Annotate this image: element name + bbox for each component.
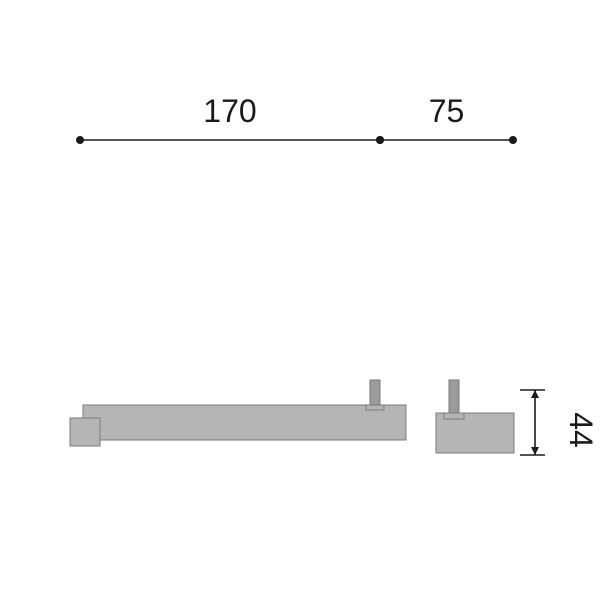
dim-v-label: 44 <box>563 412 599 448</box>
dim-h-dot-1-b <box>509 136 517 144</box>
part-a-pin-joint <box>366 405 384 410</box>
dim-h-dot-1-a <box>376 136 384 144</box>
dim-h-label-1: 75 <box>429 93 465 129</box>
dim-h-dot-0-a <box>76 136 84 144</box>
part-a-pin <box>370 380 380 405</box>
part-b-pin-joint <box>444 413 464 419</box>
dim-h-label-0: 170 <box>203 93 256 129</box>
dim-v-arrow-bot <box>531 447 539 455</box>
dim-v-arrow-top <box>531 390 539 398</box>
part-a-bar <box>83 405 406 440</box>
part-a-end-tab <box>70 418 100 446</box>
part-b-pin <box>449 380 459 413</box>
